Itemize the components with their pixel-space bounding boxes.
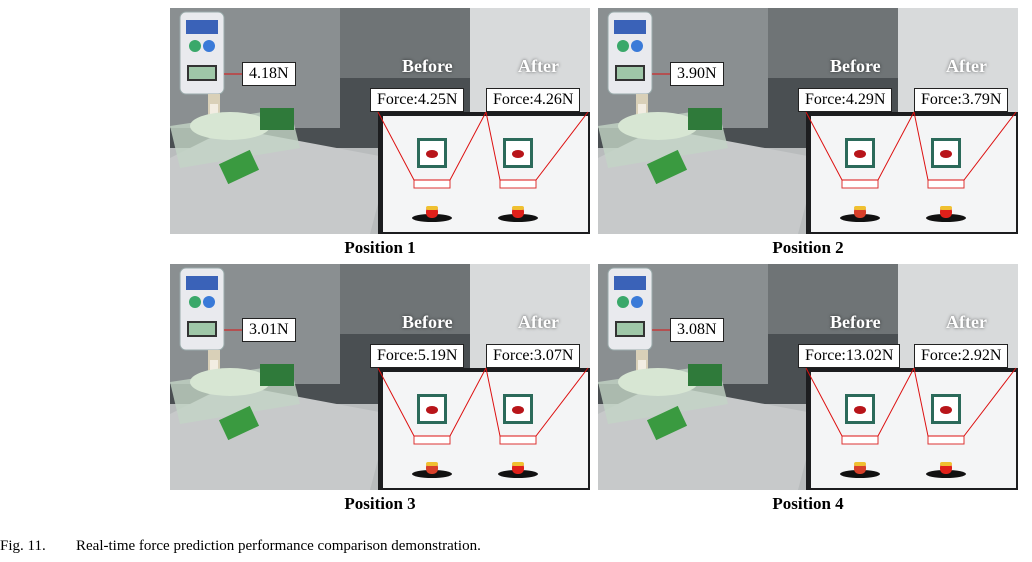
after-force-label: Force:4.26N — [486, 88, 581, 112]
after-header: After — [946, 312, 987, 332]
monitor-screen — [378, 112, 590, 234]
meter-reading-label: 3.08N — [670, 318, 724, 342]
lab-photo — [598, 264, 1018, 490]
figure-caption-number: Fig. 11. — [0, 538, 46, 554]
before-force-label: Force:4.25N — [370, 88, 465, 112]
after-header: After — [946, 56, 987, 76]
monitor-screen — [378, 368, 590, 490]
figure-caption-text: Real-time force prediction performance c… — [76, 538, 481, 554]
position-caption: Position 2 — [772, 238, 844, 257]
before-header: Before — [402, 56, 453, 76]
after-header: After — [518, 56, 559, 76]
figure-caption: Fig. 11. Real-time force prediction perfo… — [0, 538, 481, 555]
after-force-label: Force:3.79N — [914, 88, 1009, 112]
position-caption: Position 4 — [772, 494, 844, 513]
photo-panel-2: 3.90N Before After Force:4.29N Force:3.79N — [598, 8, 1018, 234]
after-force-label: Force:3.07N — [486, 344, 581, 368]
lab-photo — [598, 8, 1018, 234]
position-caption: Position 1 — [344, 238, 416, 257]
monitor-screen — [806, 368, 1018, 490]
before-header: Before — [830, 312, 881, 332]
meter-reading-label: 4.18N — [242, 62, 296, 86]
photo-panel-1: 4.18N Before After Force:4.25N Force:4.26N — [170, 8, 590, 234]
force-gauge — [179, 267, 225, 388]
before-header: Before — [830, 56, 881, 76]
after-force-label: Force:2.92N — [914, 344, 1009, 368]
before-force-label: Force:5.19N — [370, 344, 465, 368]
after-header: After — [518, 312, 559, 332]
photo-panel-4: 3.08N Before After Force:13.02N Force:2.92N — [598, 264, 1018, 490]
before-force-label: Force:4.29N — [798, 88, 893, 112]
before-force-label: Force:13.02N — [798, 344, 901, 368]
photo-panel-3: 3.01N Before After Force:5.19N Force:3.07N — [170, 264, 590, 490]
lab-photo — [170, 8, 590, 234]
meter-reading-label: 3.01N — [242, 318, 296, 342]
meter-reading-label: 3.90N — [670, 62, 724, 86]
before-header: Before — [402, 312, 453, 332]
position-caption: Position 3 — [344, 494, 416, 513]
monitor-screen — [806, 112, 1018, 234]
lab-photo — [170, 264, 590, 490]
